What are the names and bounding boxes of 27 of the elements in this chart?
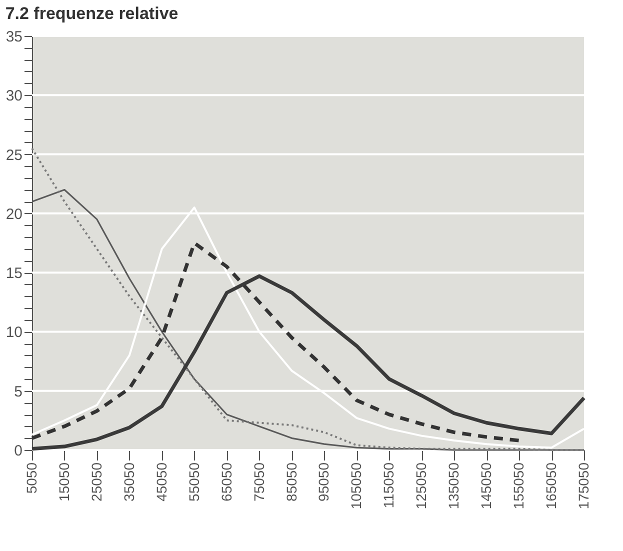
y-tick-label: 5 — [14, 383, 22, 400]
x-tick-label: 5050 — [24, 462, 40, 494]
x-tick-label: 125050 — [413, 462, 430, 510]
x-tick-label: 45050 — [153, 462, 170, 502]
y-tick-label: 35 — [6, 28, 22, 46]
y-tick-label: 25 — [6, 146, 22, 164]
y-tick-label: 0 — [14, 442, 22, 460]
y-tick-label: 30 — [6, 88, 22, 105]
x-tick-label: 105050 — [348, 462, 364, 510]
x-tick-label: 15050 — [56, 462, 72, 502]
x-tick-label: 95050 — [316, 462, 332, 502]
y-tick-label: 20 — [6, 206, 22, 223]
y-tick-label: 10 — [6, 324, 22, 342]
x-tick-label: 135050 — [446, 462, 462, 510]
chart-title: 7.2 frequenze relative — [5, 4, 178, 23]
x-tick-label: 85050 — [283, 462, 300, 502]
x-tick-label: 25050 — [88, 462, 104, 502]
x-tick-label: 115050 — [380, 462, 397, 508]
x-tick-label: 55050 — [186, 462, 202, 502]
y-tick-label: 15 — [6, 265, 22, 282]
x-tick-label: 35050 — [120, 462, 137, 502]
x-tick-label: 175050 — [576, 462, 592, 510]
x-tick-label: 165050 — [543, 462, 560, 510]
x-tick-label: 145050 — [478, 462, 494, 510]
x-tick-label: 75050 — [250, 462, 267, 502]
x-tick-label: 155050 — [510, 462, 527, 510]
x-tick-label: 65050 — [218, 462, 234, 502]
